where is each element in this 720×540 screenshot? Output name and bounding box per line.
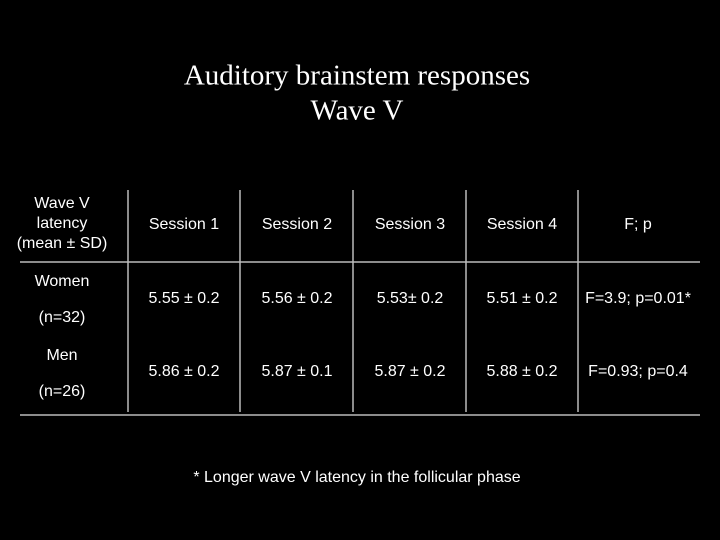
cell: 5.51 ± 0.2	[486, 290, 557, 307]
cell: 5.87 ± 0.2	[374, 363, 445, 380]
column-header: Session 2	[262, 216, 332, 233]
cell: 5.55 ± 0.2	[148, 290, 219, 307]
cell: F=3.9; p=0.01*	[585, 290, 691, 307]
column-header: Session 4	[487, 216, 557, 233]
column-header: Session 1	[149, 216, 219, 233]
row-header: latency	[37, 215, 88, 232]
subtitle: Wave V	[311, 95, 404, 127]
row-label: Men	[46, 347, 77, 364]
cell: F=0.93; p=0.4	[588, 363, 688, 380]
row-label: Women	[35, 273, 90, 290]
column-header: F; p	[624, 216, 652, 233]
cell: 5.56 ± 0.2	[261, 290, 332, 307]
column-header: Session 3	[375, 216, 445, 233]
footnote: * Longer wave V latency in the follicula…	[193, 469, 520, 486]
cell: 5.53± 0.2	[377, 290, 444, 307]
row-header: (mean ± SD)	[17, 235, 108, 252]
cell: 5.86 ± 0.2	[148, 363, 219, 380]
row-n: (n=26)	[39, 383, 86, 400]
cell: 5.87 ± 0.1	[261, 363, 332, 380]
row-header: Wave V	[34, 195, 90, 212]
title: Auditory brainstem responses	[184, 60, 530, 92]
cell: 5.88 ± 0.2	[486, 363, 557, 380]
row-n: (n=32)	[39, 309, 86, 326]
